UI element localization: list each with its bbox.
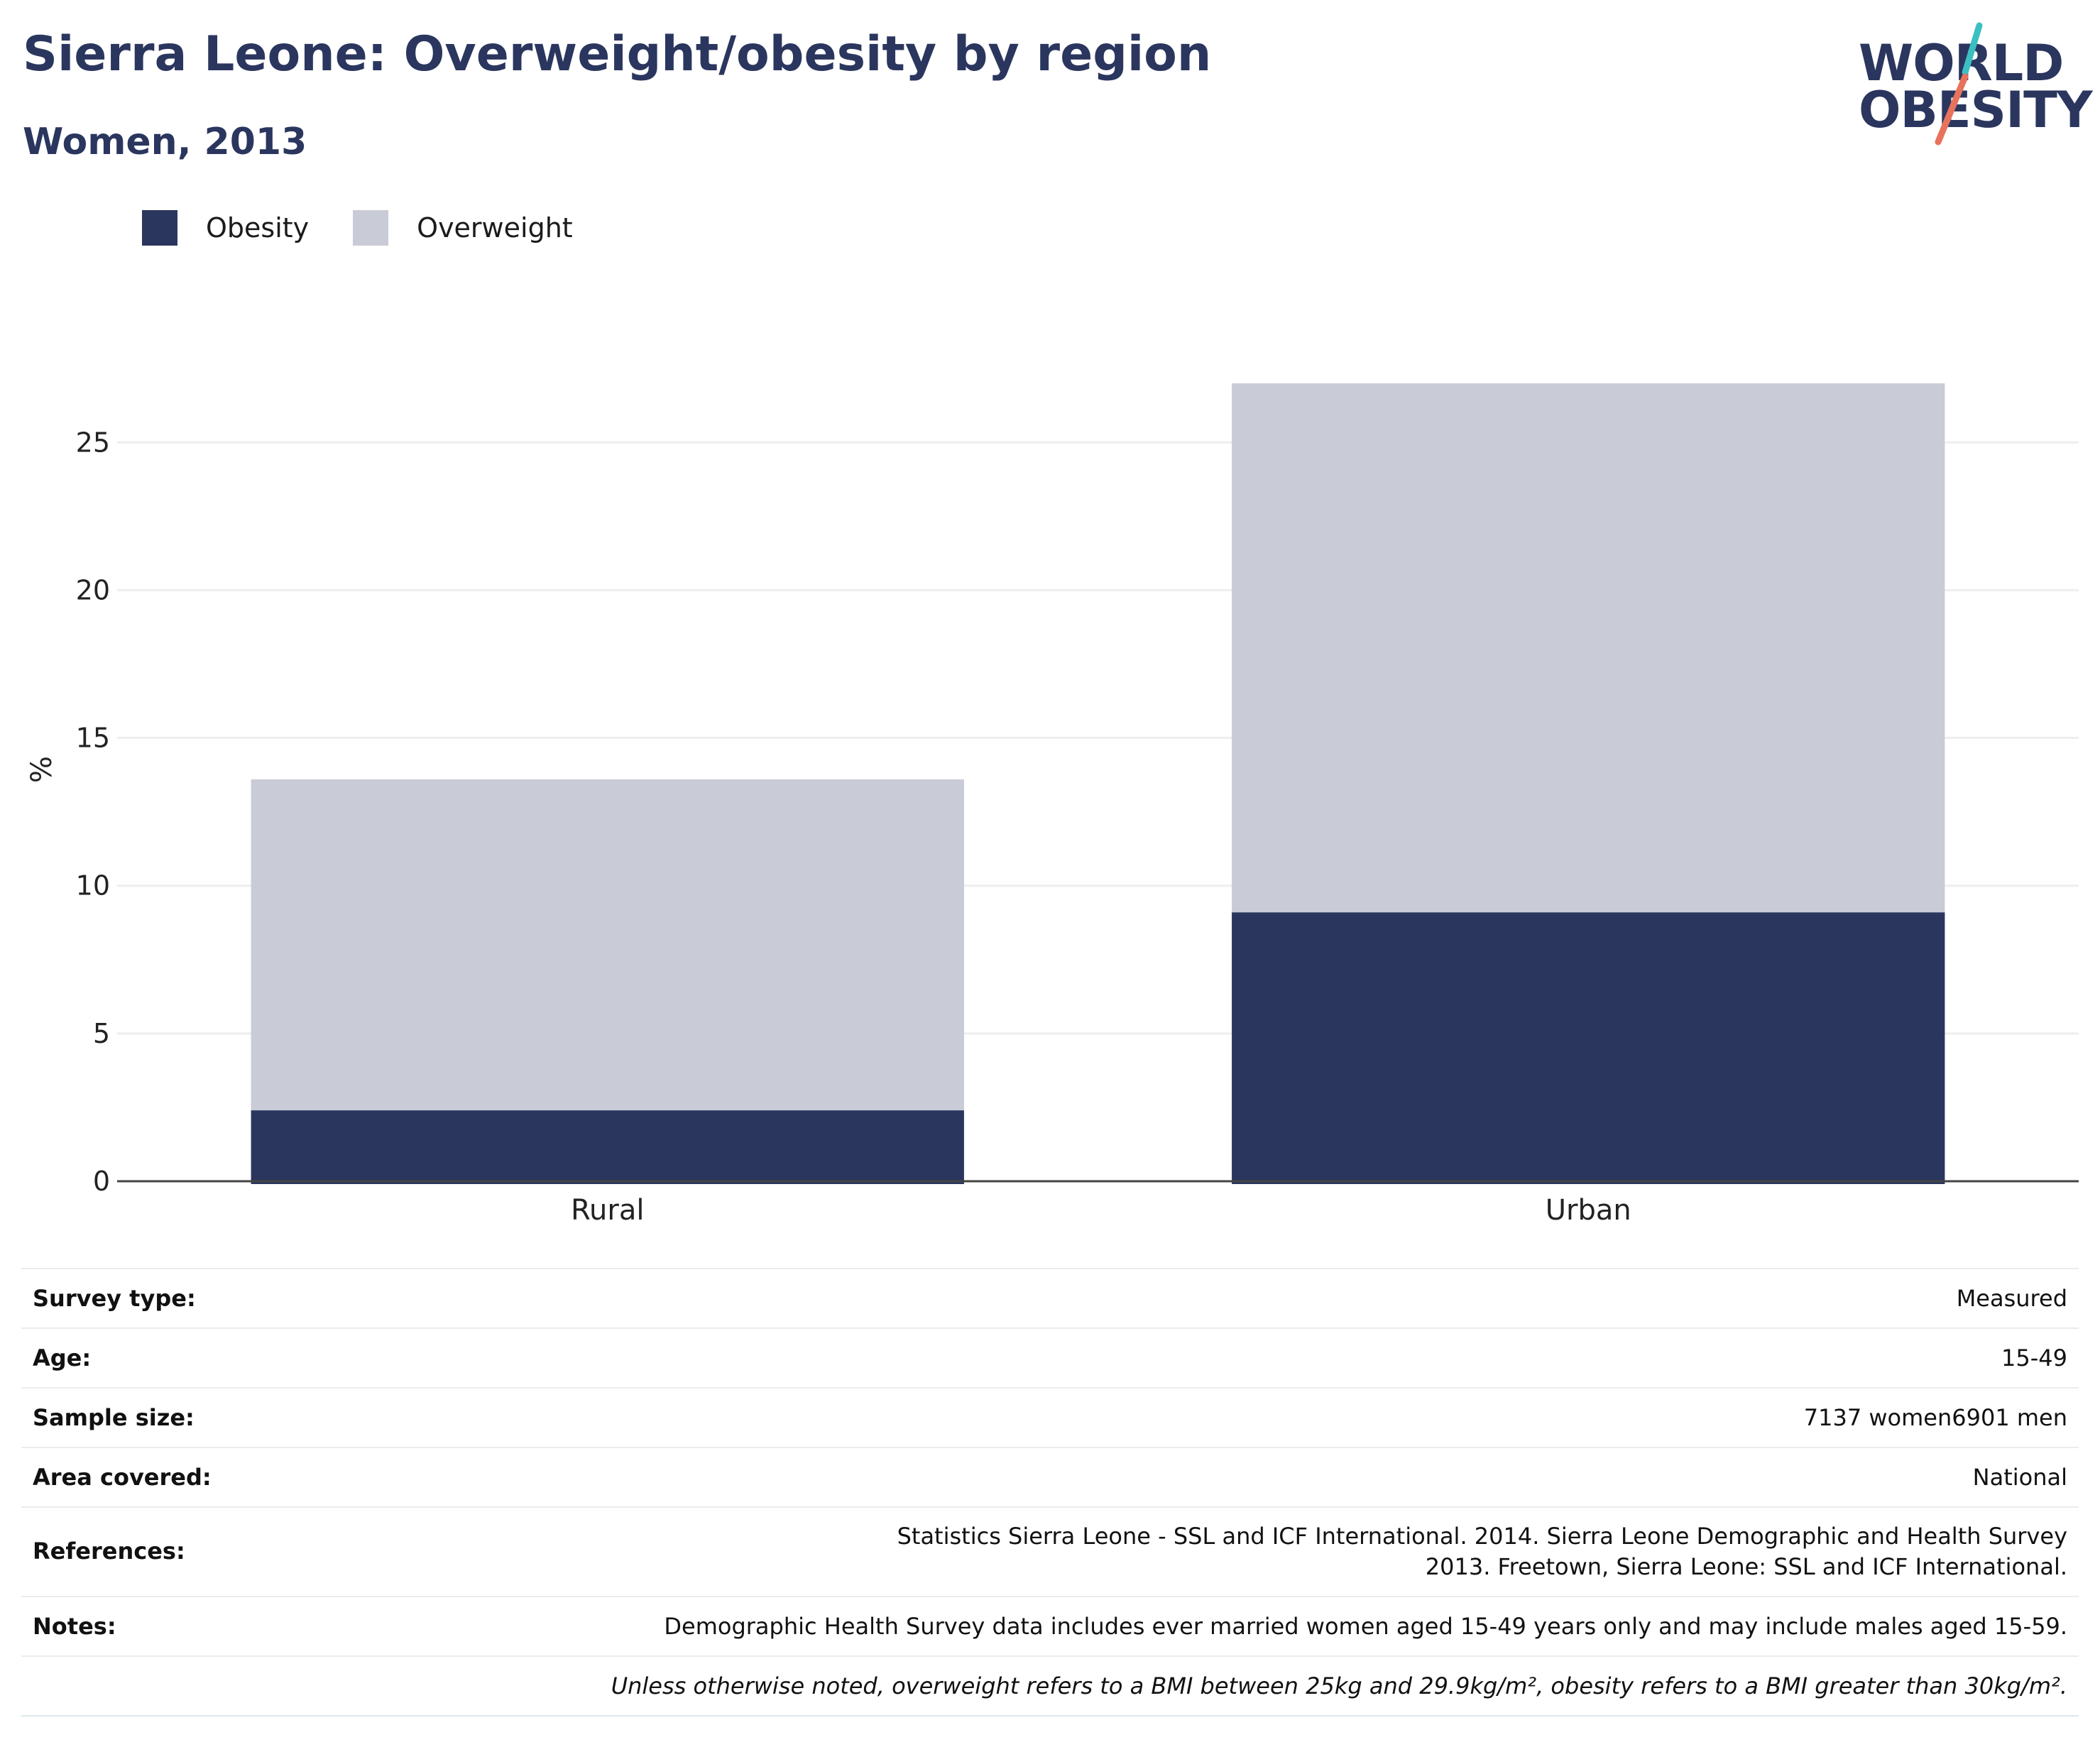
- legend-item-obesity[interactable]: Obesity: [142, 210, 309, 246]
- bmi-definition-footnote: Unless otherwise noted, overweight refer…: [285, 1655, 2079, 1716]
- bar-overweight-urban: [1232, 383, 1945, 913]
- meta-value: Measured: [285, 1268, 2079, 1328]
- meta-row-area-covered: Area covered: National: [21, 1447, 2079, 1507]
- chart-subtitle: Women, 2013: [23, 121, 307, 163]
- chart-title: Sierra Leone: Overweight/obesity by regi…: [23, 26, 1212, 82]
- meta-value: 7137 women6901 men: [285, 1387, 2079, 1447]
- meta-row-notes: Notes: Demographic Health Survey data in…: [21, 1596, 2079, 1656]
- y-tick-label: 20: [76, 574, 110, 606]
- meta-key: Area covered:: [21, 1447, 285, 1507]
- meta-key-empty: [21, 1655, 285, 1716]
- meta-key: Age:: [21, 1327, 285, 1388]
- meta-row-sample-size: Sample size: 7137 women6901 men: [21, 1387, 2079, 1447]
- y-tick-label: 25: [76, 427, 110, 458]
- legend-label-overweight: Overweight: [417, 212, 573, 243]
- meta-key: Survey type:: [21, 1268, 285, 1328]
- meta-value: Demographic Health Survey data includes …: [285, 1596, 2079, 1656]
- bar-obesity-rural: [251, 1110, 964, 1184]
- legend-item-overweight[interactable]: Overweight: [353, 210, 573, 246]
- y-tick-label: 5: [93, 1018, 110, 1049]
- survey-metadata-table: Survey type: Measured Age: 15-49 Sample …: [21, 1268, 2079, 1716]
- meta-key: References:: [21, 1506, 285, 1597]
- stacked-bar-chart: 0 5 10 15 20 25% Rural Urban: [26, 383, 2079, 1227]
- x-tick-label: Urban: [1546, 1194, 1631, 1227]
- meta-value: National: [285, 1447, 2079, 1507]
- meta-key: Sample size:: [21, 1387, 285, 1447]
- y-tick-label: 0: [93, 1166, 110, 1197]
- x-tick-label: Rural: [571, 1194, 644, 1227]
- bar-obesity-urban: [1232, 912, 1945, 1184]
- logo-line-2: OBESITY: [1859, 81, 2093, 139]
- world-obesity-logo: WORLD OBESITY: [1846, 20, 2093, 148]
- legend-swatch-overweight: [353, 210, 389, 246]
- logo-slash-icon: [1935, 22, 1983, 146]
- y-tick-label: 10: [76, 870, 110, 902]
- legend-label-obesity: Obesity: [206, 212, 310, 243]
- legend-swatch-obesity: [142, 210, 177, 246]
- bar-overweight-rural: [251, 779, 964, 1111]
- meta-key: Notes:: [21, 1596, 285, 1656]
- meta-row-survey-type: Survey type: Measured: [21, 1268, 2079, 1328]
- chart-legend: Obesity Overweight: [142, 210, 617, 246]
- y-axis-label: %: [26, 756, 58, 783]
- y-tick-label: 15: [76, 723, 110, 754]
- meta-value: 15-49: [285, 1327, 2079, 1388]
- meta-row-age: Age: 15-49: [21, 1327, 2079, 1388]
- meta-value: Statistics Sierra Leone - SSL and ICF In…: [285, 1506, 2079, 1597]
- meta-row-footnote: Unless otherwise noted, overweight refer…: [21, 1655, 2079, 1716]
- meta-row-references: References: Statistics Sierra Leone - SS…: [21, 1506, 2079, 1597]
